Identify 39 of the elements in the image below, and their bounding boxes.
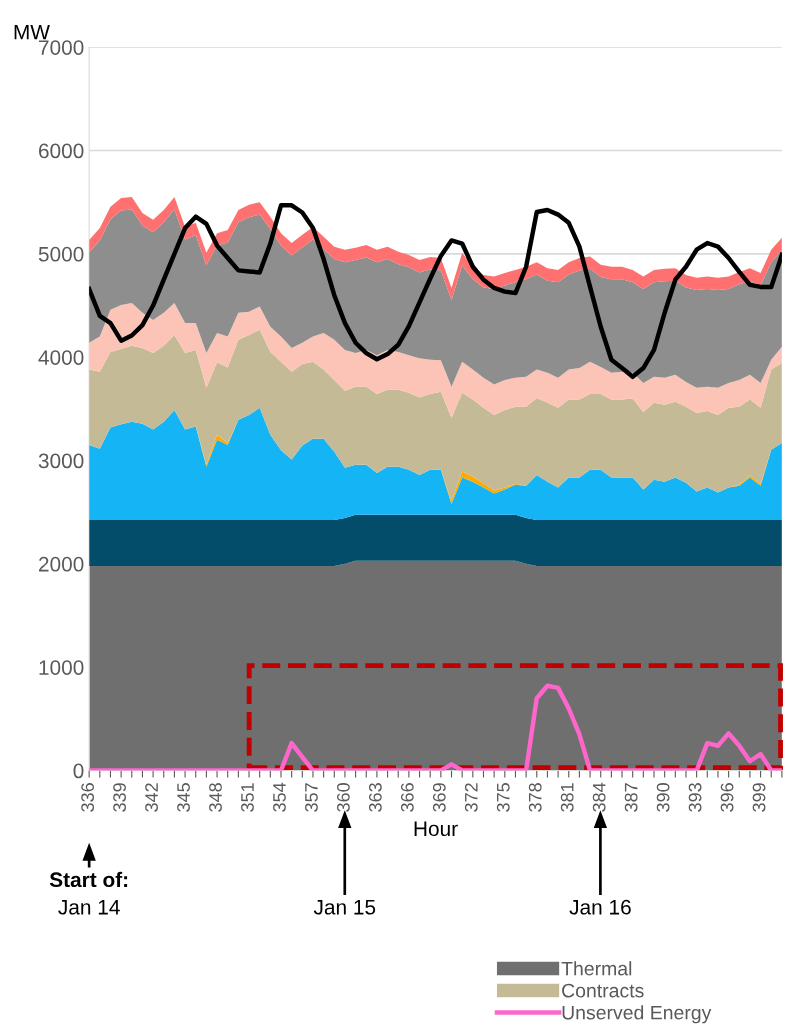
x-tick-label: 354 [273,782,286,812]
text: Jan 15 [313,900,376,915]
x-tick-label: 363 [368,783,382,812]
y-tick-label: 7000 [39,40,84,55]
x-tick-label: 366 [400,783,414,812]
x-tick-label: 399 [752,783,766,812]
x-tick-label: 336 [81,783,94,812]
text: Start of: [49,871,128,888]
x-tick-label: 387 [624,783,638,812]
x-tick-label: 342 [145,783,158,812]
x-tick-label: 381 [560,783,574,812]
x-tick-label: 384 [592,782,606,812]
y-tick-label: 5000 [38,246,84,262]
x-tick-label: 390 [656,783,670,812]
y-tick-label: 6000 [39,143,84,159]
legend-label: Unserved Energy [562,1005,712,1024]
y-tick-label: 1000 [39,660,84,675]
text: Jan 14 [58,900,120,915]
x-tick-label: 393 [688,783,702,812]
x-tick-label: 378 [528,783,542,812]
legend-label: Contracts [562,983,644,998]
x-tick-label: 357 [305,783,318,812]
x-tick-label: 396 [720,783,734,812]
x-tick-label: 372 [464,783,478,812]
x-tick-label: 339 [113,783,126,812]
x-tick-label: 348 [209,783,222,812]
x-tick-label: 351 [241,783,254,812]
text: Jan 16 [569,899,631,915]
x-axis-title: Hour [414,821,458,837]
legend-label: Thermal [561,961,632,976]
x-tick-label: 360 [337,783,350,812]
x-tick-label: 369 [432,783,446,812]
y-tick-label: 2000 [39,556,84,572]
y-tick-label: 4000 [38,350,84,365]
y-axis-title: MW [14,24,50,40]
y-tick-label: 0 [73,763,84,779]
x-tick-label: 375 [496,783,510,812]
x-tick-label: 345 [177,783,190,812]
y-tick-label: 3000 [38,453,84,469]
